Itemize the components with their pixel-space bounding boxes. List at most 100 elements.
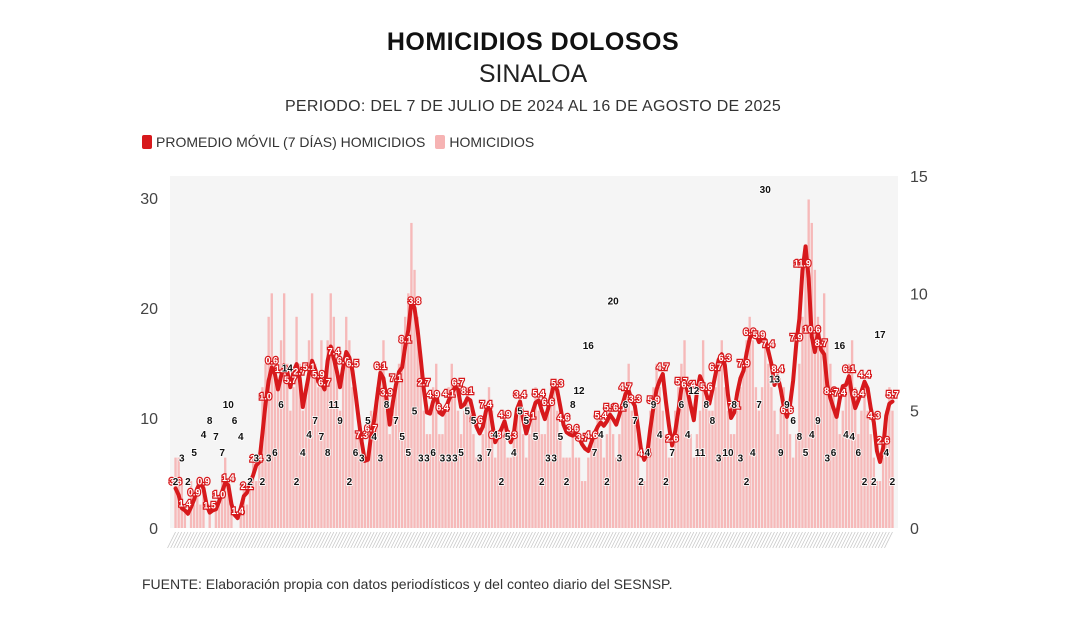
daily-bar — [841, 410, 844, 528]
legend-label-daily: HOMICIDIOS — [449, 134, 535, 150]
daily-bar — [875, 481, 879, 528]
daily-bar — [888, 387, 891, 528]
daily-bar — [425, 434, 429, 528]
x-axis-tick — [818, 531, 828, 549]
daily-bar — [670, 457, 674, 528]
x-axis-tick — [489, 531, 499, 549]
chart-subtitle: SINALOA — [478, 60, 588, 88]
x-axis-tick — [648, 531, 657, 549]
x-axis-tick — [241, 531, 251, 549]
x-axis-tick — [809, 531, 819, 549]
daily-bar — [686, 387, 689, 528]
moving-average-value-label: 5.7 — [675, 376, 688, 386]
daily-bar — [596, 410, 599, 528]
daily-value-label: 7 — [319, 432, 325, 443]
daily-bar — [183, 504, 187, 528]
daily-bar — [525, 457, 528, 528]
daily-value-label: 5 — [464, 407, 470, 418]
daily-bar — [475, 457, 478, 528]
x-axis-tick — [399, 531, 409, 549]
x-axis-tick — [725, 531, 735, 549]
daily-value-label: 2 — [173, 477, 179, 488]
x-axis-tick — [620, 531, 630, 549]
x-axis-tick — [372, 531, 381, 549]
x-axis-tick — [223, 531, 232, 549]
moving-average-value-label: 6.7 — [365, 424, 378, 434]
moving-average-value-label: 7.4 — [762, 339, 775, 349]
daily-bar — [509, 457, 512, 528]
x-axis-tick — [213, 531, 223, 549]
daily-bar — [196, 481, 199, 528]
daily-value-label: 3 — [551, 454, 557, 465]
daily-value-label: 8 — [570, 400, 576, 411]
x-axis-tick — [226, 531, 235, 549]
x-axis-tick — [288, 531, 297, 549]
moving-average-value-label: 5.4 — [532, 388, 545, 398]
x-axis-tick — [424, 531, 434, 549]
x-axis-tick — [654, 531, 664, 549]
daily-bar — [366, 457, 370, 528]
daily-bar — [304, 387, 308, 528]
daily-value-label: 7 — [592, 448, 598, 459]
daily-bar — [261, 387, 264, 528]
x-axis-tick — [704, 531, 713, 549]
daily-bar — [860, 410, 863, 528]
daily-value-label: 4 — [492, 430, 498, 441]
daily-bar — [388, 434, 391, 528]
daily-bar — [487, 387, 491, 528]
moving-average-value-label: 1.0 — [259, 392, 272, 402]
x-axis-tick — [365, 531, 375, 549]
daily-bar — [273, 363, 277, 528]
x-axis-tick — [735, 531, 744, 549]
x-axis-tick — [794, 531, 803, 549]
moving-average-value-label: 4.9 — [498, 409, 511, 419]
daily-bar — [819, 340, 823, 528]
x-axis-tick — [787, 531, 797, 549]
daily-value-label: 2 — [862, 477, 868, 488]
daily-bar — [701, 340, 705, 528]
x-axis-tick — [579, 531, 589, 549]
moving-average-value-label: 5.3 — [551, 379, 564, 389]
x-axis-tick — [610, 531, 620, 549]
daily-value-label: 6 — [430, 448, 436, 459]
daily-value-label: 2 — [871, 477, 877, 488]
x-axis-tick — [555, 531, 564, 549]
x-axis-tick — [561, 531, 571, 549]
x-axis-tick — [828, 531, 837, 549]
x-axis-tick — [340, 531, 350, 549]
moving-average-value-label: 6.7 — [318, 377, 331, 387]
daily-bar — [245, 504, 249, 528]
moving-average-value-label: 1.5 — [203, 501, 216, 511]
x-axis-tick — [499, 531, 508, 549]
daily-value-label: 12 — [688, 386, 700, 397]
daily-bar — [444, 410, 447, 528]
daily-bar — [494, 457, 497, 528]
x-axis-tick — [573, 531, 583, 549]
daily-value-label: 5 — [558, 432, 564, 443]
daily-bar — [801, 316, 804, 528]
daily-bar — [760, 387, 764, 528]
moving-average-value-label: 1.4 — [222, 473, 235, 483]
daily-value-label: 2 — [890, 477, 896, 488]
moving-average-value-label: 6.9 — [743, 327, 756, 337]
daily-bar — [602, 457, 606, 528]
x-axis-tick — [856, 531, 865, 549]
moving-average-value-label: 4.1 — [442, 388, 455, 398]
daily-bar — [795, 434, 798, 528]
daily-value-label: 2 — [499, 477, 505, 488]
moving-average-value-label: 6.1 — [374, 361, 387, 371]
x-axis-tick — [710, 531, 720, 549]
daily-bar — [279, 340, 283, 528]
x-axis-tick — [772, 531, 782, 549]
daily-value-label: 7 — [219, 448, 225, 459]
moving-average-value-label: 3.3 — [629, 394, 642, 404]
daily-bar — [646, 457, 649, 528]
x-axis-tick — [884, 531, 893, 549]
daily-bar — [584, 481, 587, 528]
daily-bar — [546, 410, 550, 528]
moving-average-value-label: 4.3 — [504, 430, 517, 440]
x-axis-tick — [629, 531, 639, 549]
daily-value-label: 3 — [617, 454, 623, 465]
daily-bar — [450, 363, 453, 528]
